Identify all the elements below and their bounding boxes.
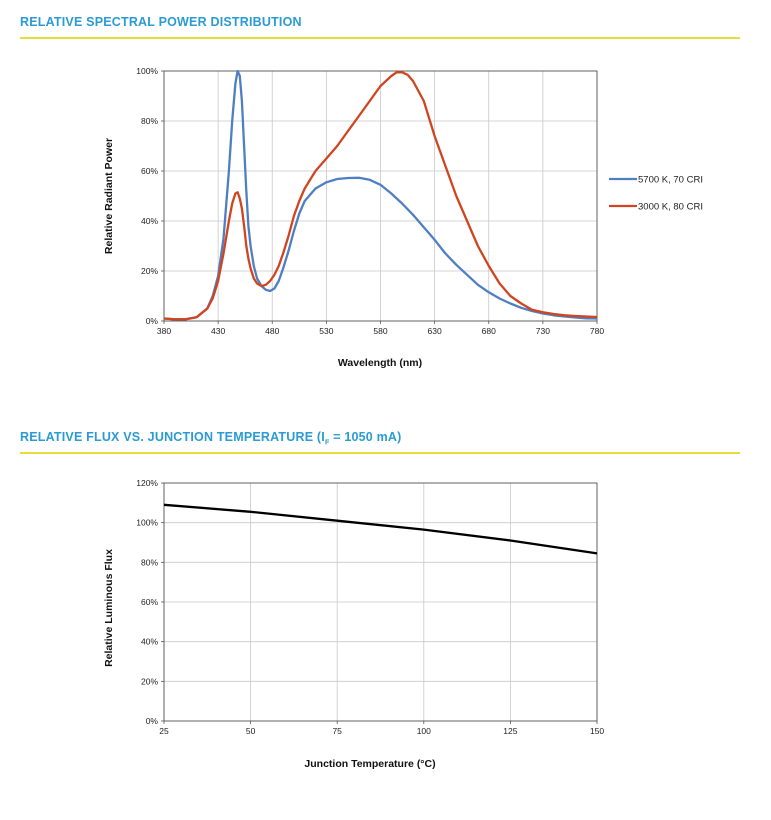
y-tick-label: 0% <box>146 716 159 726</box>
y-tick-label: 100% <box>136 518 158 528</box>
series-line-2 <box>163 71 598 321</box>
x-tick-label: 50 <box>246 726 256 736</box>
y-tick-label: 0% <box>146 316 159 326</box>
x-tick-label: 730 <box>536 326 550 336</box>
series-line-1 <box>163 69 598 321</box>
y-tick-label: 40% <box>141 216 158 226</box>
legend-label: 5700 K, 70 CRI <box>638 175 703 186</box>
y-tick-label: 80% <box>141 557 158 567</box>
chart-grid <box>163 482 598 722</box>
x-axis-ticks: 25 50 75 100 125 150 <box>159 721 604 736</box>
x-tick-label: 430 <box>211 326 225 336</box>
y-tick-label: 80% <box>141 116 158 126</box>
section-title-flux: RELATIVE FLUX VS. JUNCTION TEMPERATURE (… <box>20 430 402 447</box>
x-tick-label: 680 <box>482 326 496 336</box>
x-tick-label: 480 <box>265 326 279 336</box>
y-axis-title: Relative Luminous Flux <box>103 549 115 667</box>
y-tick-label: 40% <box>141 637 158 647</box>
spectral-power-chart: 380 430 480 530 580 630 680 730 780 0% 20% 40% 60% 8… <box>103 66 703 369</box>
y-axis-ticks: 0% 20% 40% 60% 80% 100% 120% <box>136 478 164 726</box>
x-tick-label: 530 <box>319 326 333 336</box>
section-title-main: RELATIVE FLUX VS. JUNCTION TEMPERATURE (… <box>20 430 325 444</box>
x-tick-label: 25 <box>159 726 169 736</box>
x-axis-title: Wavelength (nm) <box>338 357 422 369</box>
x-tick-label: 380 <box>157 326 171 336</box>
y-axis-ticks: 0% 20% 40% 60% 80% 100% <box>136 66 164 326</box>
chart-series <box>163 69 598 321</box>
y-axis-title: Relative Radiant Power <box>103 138 115 254</box>
section-title-subscript: F <box>324 439 330 447</box>
series-line-1 <box>163 503 598 555</box>
y-tick-label: 20% <box>141 266 158 276</box>
x-tick-label: 75 <box>332 726 342 736</box>
x-tick-label: 100 <box>417 726 431 736</box>
y-tick-label: 120% <box>136 478 158 488</box>
x-tick-label: 150 <box>590 726 604 736</box>
y-tick-label: 20% <box>141 676 158 686</box>
x-axis-title: Junction Temperature (°C) <box>304 758 435 770</box>
section-divider <box>20 37 740 39</box>
x-axis-ticks: 380 430 480 530 580 630 680 730 780 <box>157 321 604 336</box>
y-tick-label: 60% <box>141 166 158 176</box>
y-tick-label: 60% <box>141 597 158 607</box>
section-title-spectral: RELATIVE SPECTRAL POWER DISTRIBUTION <box>20 15 302 29</box>
section-divider <box>20 452 740 454</box>
y-tick-label: 100% <box>136 66 158 76</box>
legend-label: 3000 K, 80 CRI <box>638 202 703 213</box>
x-tick-label: 630 <box>428 326 442 336</box>
chart-grid <box>163 70 598 322</box>
x-tick-label: 580 <box>373 326 387 336</box>
section-title-tail: = 1050 mA) <box>329 430 402 444</box>
chart-legend: 5700 K, 70 CRI 3000 K, 80 CRI <box>609 175 703 213</box>
x-tick-label: 780 <box>590 326 604 336</box>
x-tick-label: 125 <box>503 726 517 736</box>
chart-series <box>163 503 598 555</box>
